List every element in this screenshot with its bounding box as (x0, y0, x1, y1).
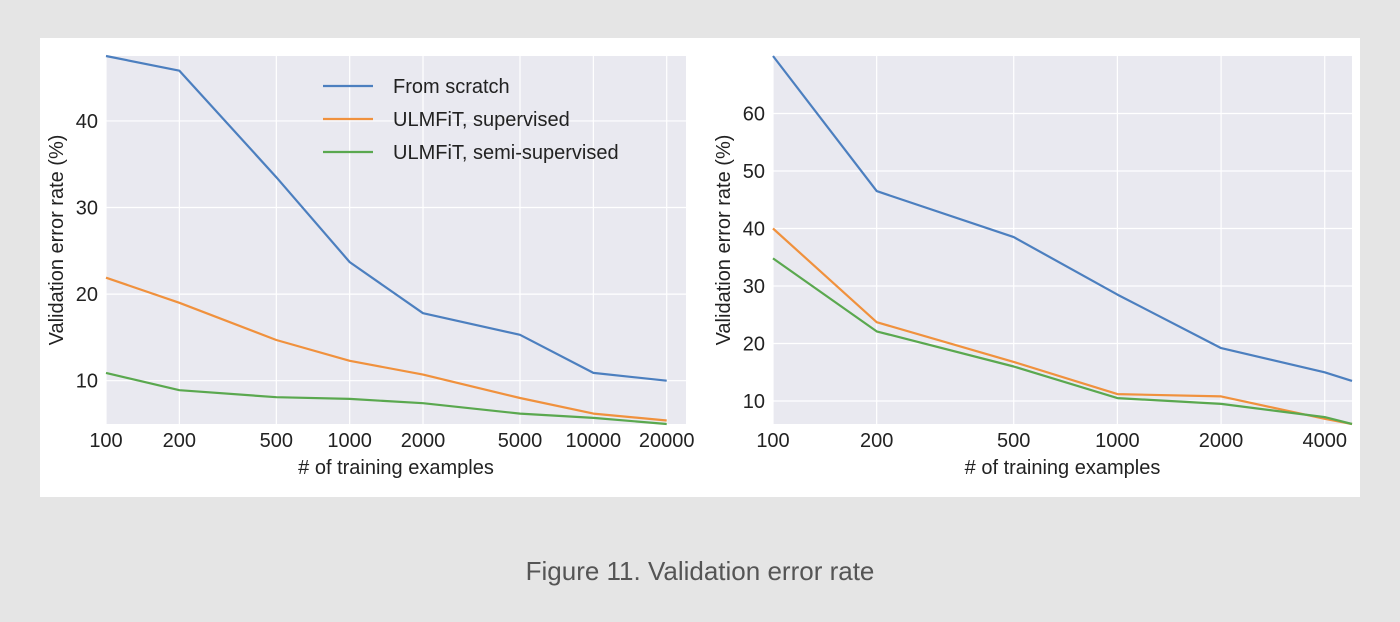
x-tick-label: 100 (756, 430, 789, 452)
chart-right: 100 200 500 1000 2000 4000 10 20 30 40 50 60 # of tr… (713, 55, 1353, 479)
series-line-0 (772, 55, 1353, 382)
x-tick-label: 1000 (1095, 430, 1140, 452)
series-line-2 (772, 257, 1353, 426)
figure-panel: 100 200 500 1000 2000 5000 10000 20000 10 20 30 40 #… (40, 38, 1360, 497)
y-tick-label: 30 (76, 198, 98, 220)
y-tick-label: 10 (76, 371, 98, 393)
y-tick-label: 40 (76, 111, 98, 133)
y-tick-label: 60 (743, 104, 765, 126)
x-tick-label: 4000 (1302, 430, 1347, 452)
x-tick-label: 500 (260, 430, 293, 452)
x-tick-label: 1000 (327, 430, 372, 452)
x-tick-label: 500 (997, 430, 1030, 452)
x-tick-label: 200 (860, 430, 893, 452)
figure-svg: 100 200 500 1000 2000 5000 10000 20000 10 20 30 40 #… (46, 54, 1353, 479)
chart-left: 100 200 500 1000 2000 5000 10000 20000 10 20 30 40 #… (46, 54, 695, 479)
x-axis-label: # of training examples (965, 457, 1161, 479)
series-line-1 (772, 227, 1353, 426)
legend-label-0: From scratch (393, 76, 510, 98)
y-tick-label: 20 (743, 334, 765, 356)
x-tick-label: 100 (89, 430, 122, 452)
x-tick-label: 2000 (401, 430, 446, 452)
legend: From scratch ULMFiT, supervised ULMFiT, se… (323, 76, 619, 164)
series-line-0 (105, 54, 667, 382)
x-tick-label: 5000 (498, 430, 543, 452)
x-tick-label: 200 (163, 430, 196, 452)
series-line-2 (105, 371, 667, 426)
figure-caption: Figure 11. Validation error rate (525, 556, 875, 586)
plot-area (773, 56, 1352, 424)
y-axis-label: Validation error rate (%) (46, 135, 68, 346)
x-tick-label: 20000 (639, 430, 695, 452)
x-tick-label: 10000 (566, 430, 622, 452)
y-tick-label: 40 (743, 219, 765, 241)
y-tick-label: 20 (76, 284, 98, 306)
x-axis-label: # of training examples (298, 457, 494, 479)
legend-label-1: ULMFiT, supervised (393, 109, 570, 131)
y-axis-label: Validation error rate (%) (713, 135, 735, 346)
x-tick-label: 2000 (1199, 430, 1244, 452)
y-tick-label: 10 (743, 391, 765, 413)
legend-label-2: ULMFiT, semi-supervised (393, 142, 619, 164)
series-line-1 (105, 276, 667, 422)
y-tick-label: 50 (743, 161, 765, 183)
y-tick-label: 30 (743, 276, 765, 298)
plot-area (106, 56, 686, 424)
